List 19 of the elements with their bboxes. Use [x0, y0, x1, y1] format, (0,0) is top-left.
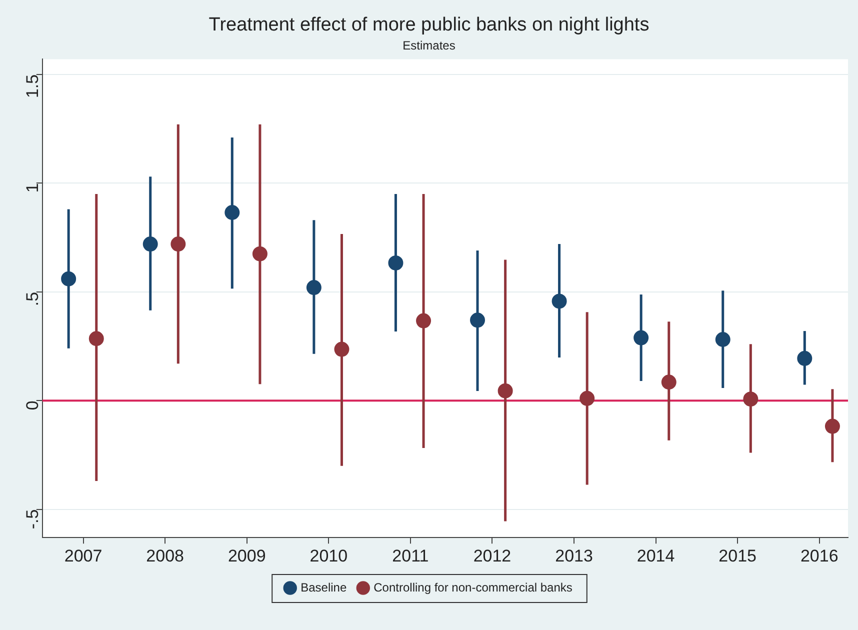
x-tick-label: 2014: [636, 546, 675, 566]
y-tick-label: 1.5: [23, 74, 42, 98]
legend-label: Controlling for non-commercial banks: [374, 580, 572, 594]
x-tick-label: 2015: [718, 546, 756, 566]
y-tick-label: 0: [23, 400, 42, 410]
y-tick-label: 1: [23, 183, 42, 193]
legend-label: Baseline: [300, 580, 347, 594]
y-tick-label: -.5: [23, 509, 42, 530]
chart-title: Treatment effect of more public banks on night lights: [208, 14, 650, 36]
y-tick-label: .5: [23, 292, 42, 306]
x-tick-label: 2013: [555, 546, 593, 566]
x-tick-label: 2009: [228, 546, 266, 566]
x-tick-label: 2012: [473, 546, 512, 566]
x-tick-label: 2010: [310, 546, 348, 566]
x-tick-label: 2008: [146, 546, 184, 566]
x-tick-label: 2011: [392, 546, 429, 566]
x-tick-label: 2016: [800, 546, 838, 566]
chart-subtitle: Estimates: [402, 38, 456, 52]
x-tick-label: 2007: [64, 546, 102, 566]
